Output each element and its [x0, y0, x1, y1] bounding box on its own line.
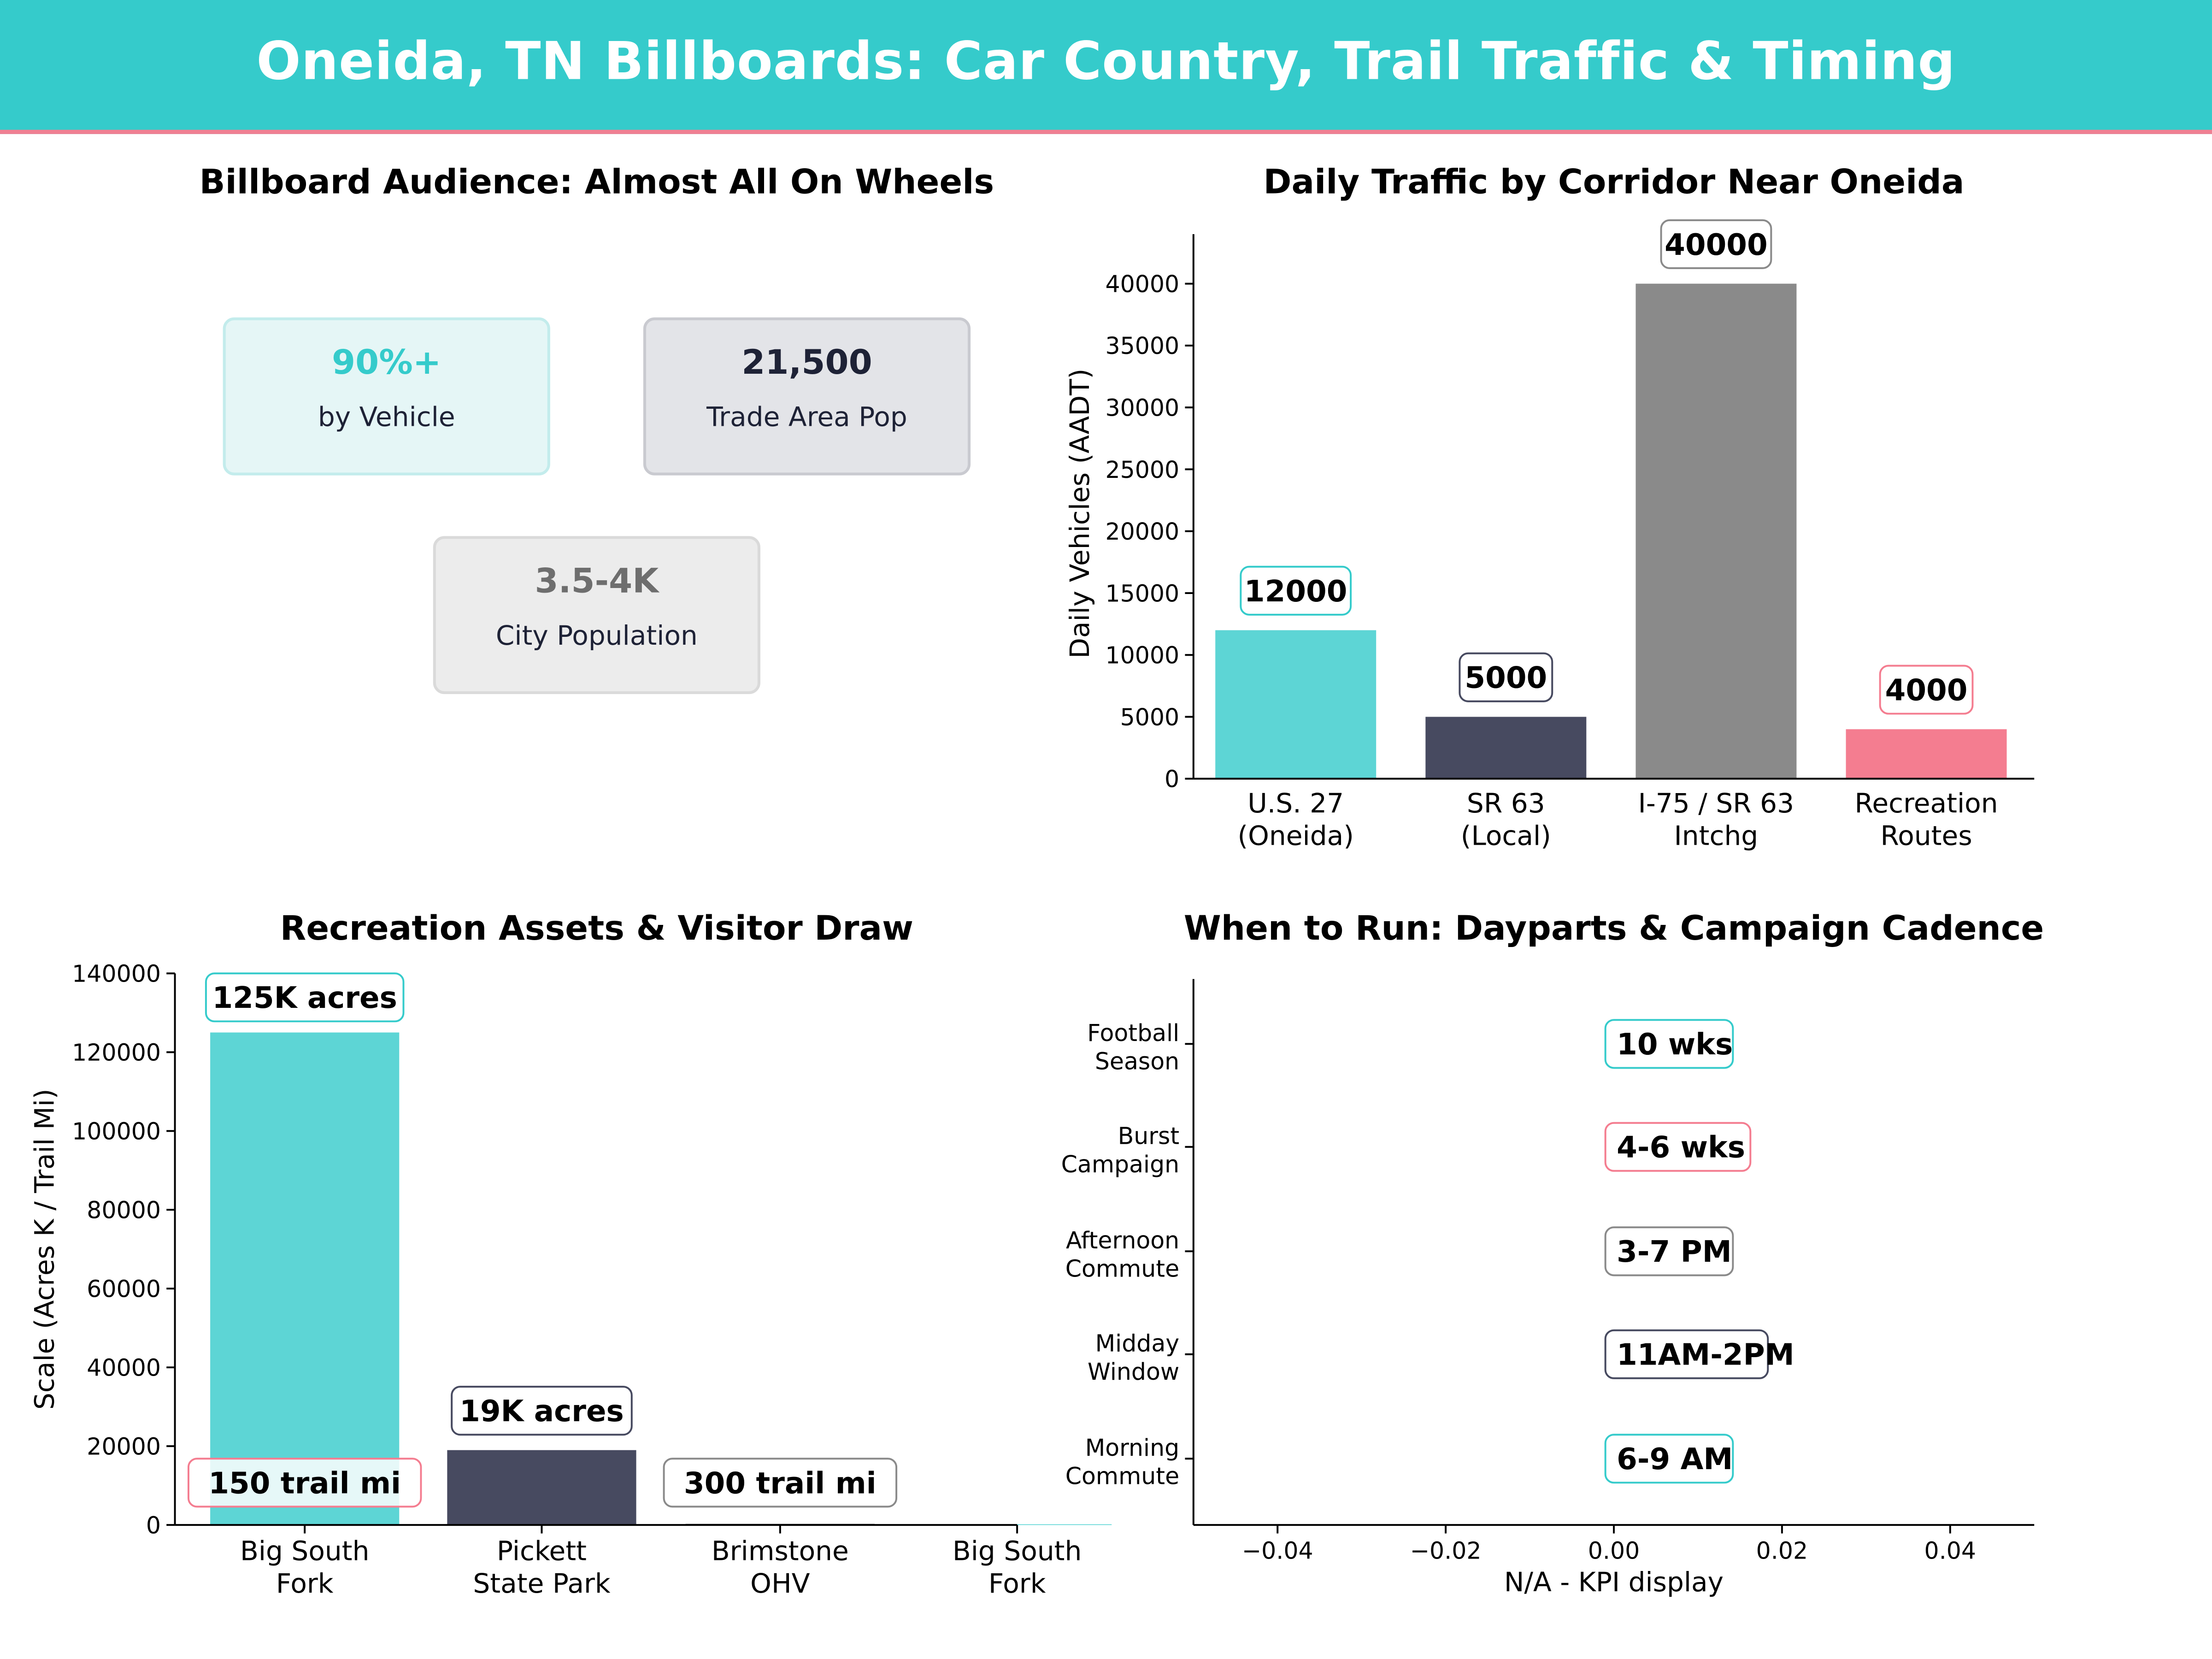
recreation-y-tick-label: 60000 [87, 1276, 161, 1303]
timing-label-box [1604, 1226, 1734, 1277]
title-banner: Oneida, TN Billboards: Car Country, Trai… [0, 0, 2212, 134]
recreation-bar [210, 1032, 400, 1525]
recreation-bar [447, 1450, 636, 1525]
kpi-label: City Population [495, 620, 698, 652]
recreation-x-tick-label: Big South Fork [240, 1535, 369, 1599]
recreation-data-label-box [451, 1386, 633, 1436]
timing-x-tick-label: −0.02 [1410, 1537, 1482, 1565]
recreation-data-label-box [187, 1458, 422, 1508]
recreation-y-tick-label: 0 [146, 1512, 161, 1539]
traffic-y-tick-label: 15000 [1106, 580, 1180, 607]
timing-label: 6-9 AM [1617, 1442, 1733, 1477]
recreation-y-tick-label: 40000 [87, 1354, 161, 1382]
kpi-card-city-population: 3.5-4K City Population [433, 536, 760, 694]
timing-y-tick-label: Football Season [1087, 1019, 1179, 1075]
recreation-chart-title: Recreation Assets & Visitor Draw [280, 908, 913, 948]
traffic-y-tick-label: 40000 [1106, 271, 1180, 298]
timing-x-tick-label: 0.00 [1588, 1537, 1640, 1565]
timing-label-box [1604, 1122, 1752, 1172]
traffic-data-label: 4000 [1885, 673, 1968, 708]
timing-x-tick-label: 0.02 [1756, 1537, 1808, 1565]
kpi-value: 21,500 [741, 342, 872, 382]
timing-label-box [1604, 1434, 1734, 1484]
recreation-data-label: 125K acres [212, 981, 397, 1015]
traffic-y-tick-label: 35000 [1106, 332, 1180, 359]
timing-x-tick-label: 0.04 [1924, 1537, 1976, 1565]
recreation-x-tick-label: Pickett State Park [473, 1535, 610, 1599]
recreation-y-tick-label: 120000 [72, 1039, 161, 1066]
timing-y-tick-label: Morning Commute [1065, 1434, 1179, 1489]
traffic-bar [1635, 283, 1797, 779]
kpi-value: 90%+ [332, 342, 441, 382]
page-title: Oneida, TN Billboards: Car Country, Trai… [256, 31, 1956, 92]
timing-y-tick-label: Burst Campaign [1061, 1123, 1179, 1178]
traffic-x-tick-label: I-75 / SR 63 Intchg [1638, 788, 1794, 851]
timing-label: 11AM-2PM [1617, 1338, 1794, 1372]
recreation-data-label-box [663, 1458, 898, 1508]
timing-chart-title: When to Run: Dayparts & Campaign Cadence [1183, 908, 2044, 948]
traffic-y-tick-label: 0 [1165, 765, 1179, 793]
recreation-y-axis-label: Scale (Acres K / Trail Mi) [29, 1088, 60, 1410]
kpi-value: 3.5-4K [535, 561, 659, 601]
traffic-data-label-box [1240, 565, 1352, 616]
traffic-y-tick-label: 25000 [1106, 456, 1180, 483]
recreation-y-tick-label: 100000 [72, 1118, 161, 1145]
timing-y-tick-label: Afternoon Commute [1065, 1227, 1179, 1282]
timing-label-box [1604, 1019, 1734, 1069]
recreation-data-label: 19K acres [459, 1394, 624, 1429]
timing-label: 10 wks [1617, 1027, 1733, 1062]
kpi-label: by Vehicle [318, 402, 455, 433]
recreation-y-tick-label: 140000 [72, 960, 161, 988]
traffic-data-label: 5000 [1465, 661, 1547, 695]
recreation-y-tick-label: 80000 [87, 1197, 161, 1224]
timing-label-box [1604, 1329, 1769, 1379]
traffic-x-tick-label: Recreation Routes [1855, 788, 1998, 851]
traffic-data-label: 40000 [1665, 228, 1768, 262]
traffic-chart-title: Daily Traffic by Corridor Near Oneida [1263, 162, 1965, 202]
traffic-data-label-box [1660, 219, 1772, 269]
timing-label: 3-7 PM [1617, 1235, 1732, 1269]
traffic-y-axis-label: Daily Vehicles (AADT) [1064, 369, 1095, 659]
timing-y-tick-label: Midday Window [1088, 1330, 1179, 1385]
traffic-x-tick-label: SR 63 (Local) [1461, 788, 1551, 851]
recreation-y-tick-label: 20000 [87, 1433, 161, 1460]
kpi-card-trade-area: 21,500 Trade Area Pop [643, 317, 971, 476]
timing-x-tick-label: −0.04 [1242, 1537, 1313, 1565]
traffic-data-label-box [1459, 652, 1553, 702]
traffic-y-tick-label: 30000 [1106, 394, 1180, 421]
traffic-bar [1215, 630, 1377, 779]
traffic-bar [1846, 729, 2007, 779]
timing-x-axis-label: N/A - KPI display [1504, 1566, 1724, 1598]
kpi-card-vehicle: 90%+ by Vehicle [223, 317, 550, 476]
traffic-data-label-box [1879, 665, 1974, 715]
recreation-data-label: 150 trail mi [208, 1466, 401, 1500]
traffic-y-tick-label: 20000 [1106, 518, 1180, 545]
traffic-x-tick-label: U.S. 27 (Oneida) [1237, 788, 1354, 851]
traffic-data-label: 12000 [1244, 574, 1347, 609]
kpi-label: Trade Area Pop [706, 402, 907, 433]
recreation-data-label-box [205, 972, 405, 1023]
timing-label: 4-6 wks [1617, 1130, 1745, 1165]
recreation-x-tick-label: Big South Fork [953, 1535, 1082, 1599]
traffic-bar [1425, 717, 1587, 779]
kpi-panel-title: Billboard Audience: Almost All On Wheels [199, 162, 994, 202]
recreation-data-label: 300 trail mi [684, 1466, 877, 1500]
recreation-x-tick-label: Brimstone OHV [712, 1535, 849, 1599]
traffic-y-tick-label: 10000 [1106, 642, 1180, 669]
traffic-y-tick-label: 5000 [1120, 704, 1180, 731]
